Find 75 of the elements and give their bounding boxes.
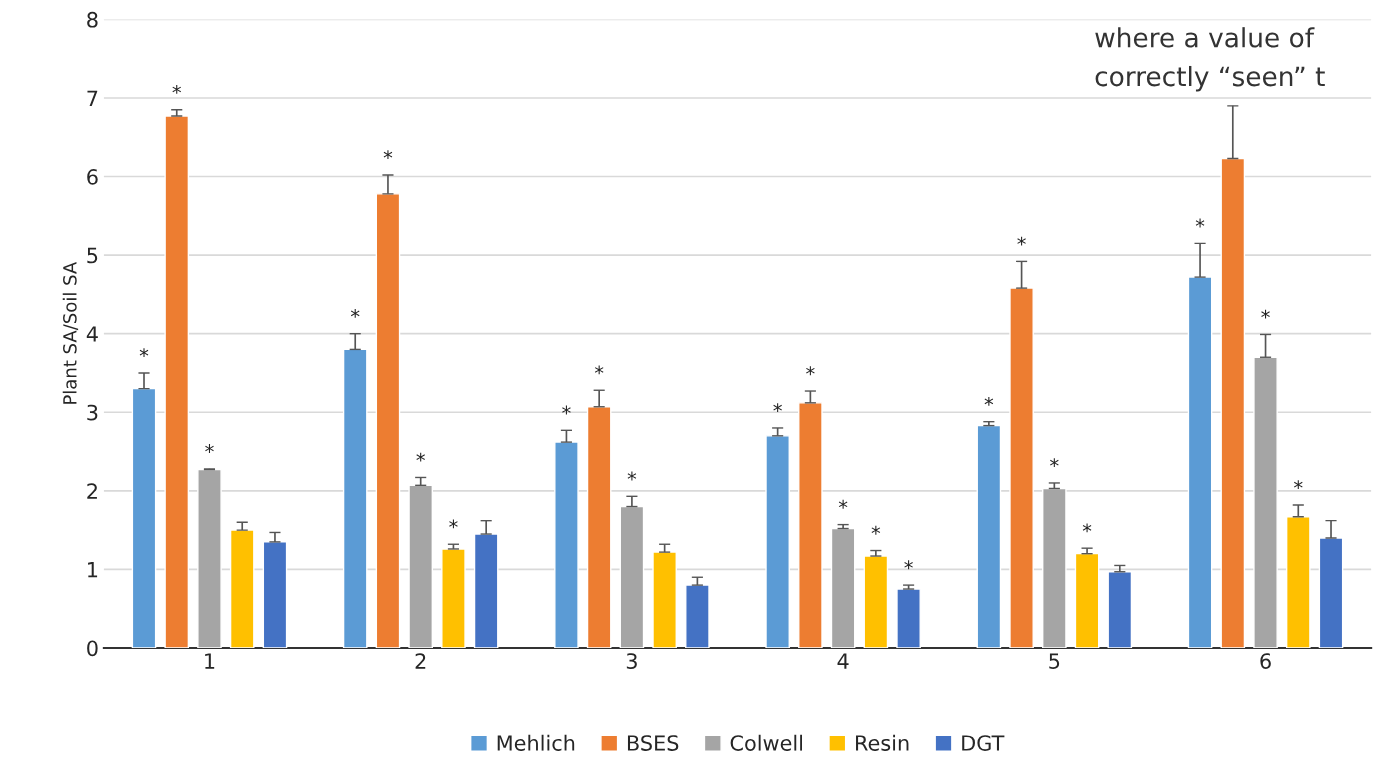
bar xyxy=(197,468,222,648)
bar xyxy=(1009,287,1034,648)
bar xyxy=(131,387,157,648)
data-label: * xyxy=(562,405,571,415)
data-label: * xyxy=(1050,458,1059,468)
bar xyxy=(375,193,401,648)
data-label: * xyxy=(627,471,637,481)
y-tick-label: 5 xyxy=(87,247,98,264)
y-tick-label: 8 xyxy=(87,11,98,28)
bar xyxy=(586,406,612,648)
bar xyxy=(229,529,255,648)
data-label: * xyxy=(449,519,458,529)
y-tick-label: 3 xyxy=(87,404,98,421)
bar xyxy=(1187,276,1213,648)
data-label: * xyxy=(416,452,425,462)
legend-label: Colwell xyxy=(730,734,803,751)
x-tick-label: 4 xyxy=(837,653,849,669)
data-label: * xyxy=(350,308,360,318)
bar xyxy=(1074,552,1100,648)
bar xyxy=(1318,537,1344,648)
data-label: * xyxy=(594,365,604,375)
data-label: * xyxy=(984,396,994,406)
annotation: correctly “seen” t xyxy=(1095,65,1325,92)
legend-label: DGT xyxy=(962,735,1005,751)
y-tick-label: 2 xyxy=(87,483,97,499)
data-label: * xyxy=(904,560,913,570)
bar xyxy=(164,115,190,648)
y-tick-label: 7 xyxy=(87,90,98,106)
data-label: * xyxy=(1017,236,1026,246)
data-label: * xyxy=(838,499,848,509)
x-tick-label: 3 xyxy=(626,653,637,669)
y-axis-title: Plant SA/Soil SA xyxy=(62,261,79,404)
bar xyxy=(619,505,645,648)
bar xyxy=(830,527,856,648)
legend-label: BSES xyxy=(627,735,679,751)
bar xyxy=(1107,571,1133,648)
bar xyxy=(342,348,368,648)
x-tick-label: 2 xyxy=(415,653,426,669)
data-label: * xyxy=(1294,480,1303,490)
data-label: * xyxy=(871,525,881,535)
x-tick-label: 5 xyxy=(1049,653,1060,669)
x-tick-label: 1 xyxy=(205,653,215,669)
y-tick-label: 4 xyxy=(86,326,98,342)
data-label: * xyxy=(205,444,214,453)
x-tick-label: 6 xyxy=(1260,653,1271,669)
annotation: where a value of xyxy=(1095,27,1315,48)
data-label: * xyxy=(172,84,182,94)
legend-label: Resin xyxy=(856,734,909,751)
bar xyxy=(765,435,790,648)
y-tick-label: 6 xyxy=(87,168,98,185)
bar xyxy=(441,548,466,648)
data-label: * xyxy=(1195,218,1205,228)
y-tick-label: 0 xyxy=(87,640,98,657)
data-label: * xyxy=(139,348,149,358)
bar xyxy=(652,551,677,648)
bar xyxy=(1285,516,1311,648)
data-label: * xyxy=(383,150,393,160)
legend-label: Mehlich xyxy=(497,734,575,751)
bar xyxy=(1220,157,1246,648)
data-label: * xyxy=(1082,523,1092,533)
bar xyxy=(798,402,823,648)
bar xyxy=(1042,487,1067,648)
bar xyxy=(473,533,499,648)
bar xyxy=(262,541,288,648)
y-tick-label: 1 xyxy=(88,562,98,578)
bar xyxy=(976,424,1002,648)
bar xyxy=(685,584,710,648)
data-label: * xyxy=(773,403,782,413)
data-label: * xyxy=(1261,309,1270,319)
bar xyxy=(554,441,579,648)
data-label: * xyxy=(806,366,815,376)
bar xyxy=(1253,356,1278,648)
bar xyxy=(408,484,434,648)
bar xyxy=(896,588,921,648)
bar xyxy=(863,555,889,648)
